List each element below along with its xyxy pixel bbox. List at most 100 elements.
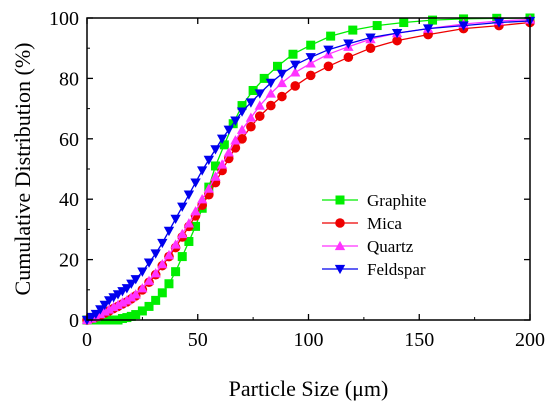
data-point-quartz — [216, 159, 228, 169]
data-point-feldspar — [190, 178, 201, 188]
data-point-feldspar — [458, 21, 469, 31]
data-point-feldspar — [130, 275, 141, 285]
data-point-quartz — [265, 88, 277, 98]
data-point-feldspar — [137, 267, 148, 277]
data-point-quartz — [236, 124, 248, 134]
legend-item-feldspar: Feldspar — [322, 260, 426, 279]
legend-marker-mica — [335, 218, 345, 228]
data-point-feldspar — [290, 60, 301, 70]
data-point-graphite — [191, 221, 201, 231]
data-point-quartz — [163, 249, 175, 260]
data-point-graphite — [348, 25, 358, 35]
legend: Graphite Mica Quartz Feldspar — [322, 191, 426, 279]
series-layer — [81, 13, 536, 326]
legend-label-feldspar: Feldspar — [367, 260, 426, 279]
x-tick-label: 50 — [188, 329, 208, 351]
data-point-feldspar — [391, 28, 403, 39]
series-quartz — [81, 14, 536, 325]
data-point-feldspar — [223, 125, 234, 135]
data-point-graphite — [137, 306, 147, 316]
data-point-quartz — [121, 295, 133, 305]
data-point-quartz — [183, 218, 195, 228]
y-tick-label: 20 — [59, 250, 79, 272]
y-tick-label: 60 — [59, 129, 79, 151]
data-point-quartz — [305, 58, 316, 68]
data-point-feldspar — [323, 45, 334, 55]
data-point-mica — [266, 100, 276, 111]
data-point-feldspar — [343, 39, 354, 49]
data-point-quartz — [103, 304, 115, 314]
data-point-graphite — [171, 267, 181, 277]
data-point-graphite — [237, 101, 247, 111]
data-point-mica — [392, 35, 402, 46]
data-point-mica — [323, 61, 334, 72]
data-point-feldspar — [183, 190, 195, 200]
data-point-quartz — [203, 183, 214, 193]
data-point-quartz — [157, 258, 168, 269]
data-point-feldspar — [245, 98, 257, 108]
data-point-feldspar — [216, 134, 228, 144]
data-point-feldspar — [265, 78, 277, 89]
x-tick-label: 0 — [82, 329, 92, 351]
legend-item-mica: Mica — [322, 214, 402, 233]
data-point-mica — [254, 111, 265, 121]
data-point-graphite — [372, 21, 382, 31]
data-point-feldspar — [276, 69, 288, 80]
data-point-graphite — [210, 161, 220, 171]
data-point-quartz — [223, 147, 234, 157]
data-point-graphite — [259, 73, 269, 83]
legend-marker-quartz — [334, 240, 346, 251]
data-point-mica — [365, 43, 376, 53]
data-point-feldspar — [203, 155, 214, 166]
data-point-feldspar — [170, 214, 181, 225]
data-point-quartz — [126, 292, 137, 302]
data-point-feldspar — [230, 116, 241, 126]
data-point-graphite — [144, 301, 154, 311]
data-point-graphite — [219, 140, 229, 150]
data-point-graphite — [177, 252, 187, 262]
data-point-mica — [237, 134, 247, 144]
data-point-feldspar — [95, 305, 106, 315]
data-point-feldspar — [143, 258, 155, 268]
data-point-quartz — [112, 299, 124, 310]
x-tick-label: 200 — [515, 329, 545, 351]
data-point-graphite — [131, 310, 141, 320]
legend-label-quartz: Quartz — [367, 237, 414, 256]
data-point-feldspar — [177, 202, 188, 212]
data-point-quartz — [137, 283, 148, 293]
data-point-quartz — [230, 135, 241, 145]
data-point-feldspar — [157, 238, 168, 249]
data-point-quartz — [276, 77, 288, 88]
data-point-feldspar — [99, 300, 110, 311]
data-point-mica — [343, 52, 354, 63]
data-point-quartz — [290, 67, 301, 77]
data-point-mica — [230, 143, 241, 153]
data-point-feldspar — [90, 309, 102, 320]
data-point-mica — [277, 91, 287, 102]
y-tick-label: 0 — [69, 310, 79, 332]
data-point-quartz — [245, 112, 257, 122]
data-point-quartz — [197, 194, 208, 204]
data-point-quartz — [177, 228, 188, 239]
data-point-graphite — [306, 40, 316, 50]
data-point-graphite — [428, 15, 438, 25]
data-point-mica — [246, 121, 256, 132]
data-point-quartz — [150, 268, 161, 278]
data-point-graphite — [151, 295, 161, 305]
data-point-graphite — [184, 236, 194, 246]
data-point-quartz — [130, 289, 141, 299]
y-axis-title: Cumulative Distribution (%) — [10, 43, 35, 296]
data-point-graphite — [272, 61, 282, 71]
x-tick-label: 150 — [404, 329, 434, 351]
y-tick-label: 100 — [49, 8, 79, 30]
data-point-feldspar — [365, 33, 376, 43]
data-point-feldspar — [150, 249, 161, 259]
data-point-feldspar — [422, 24, 434, 34]
data-point-quartz — [254, 100, 265, 110]
legend-item-quartz: Quartz — [322, 237, 414, 256]
legend-label-graphite: Graphite — [367, 191, 426, 210]
data-point-feldspar — [163, 226, 175, 237]
series-feldspar — [81, 16, 536, 326]
data-point-graphite — [164, 279, 174, 289]
